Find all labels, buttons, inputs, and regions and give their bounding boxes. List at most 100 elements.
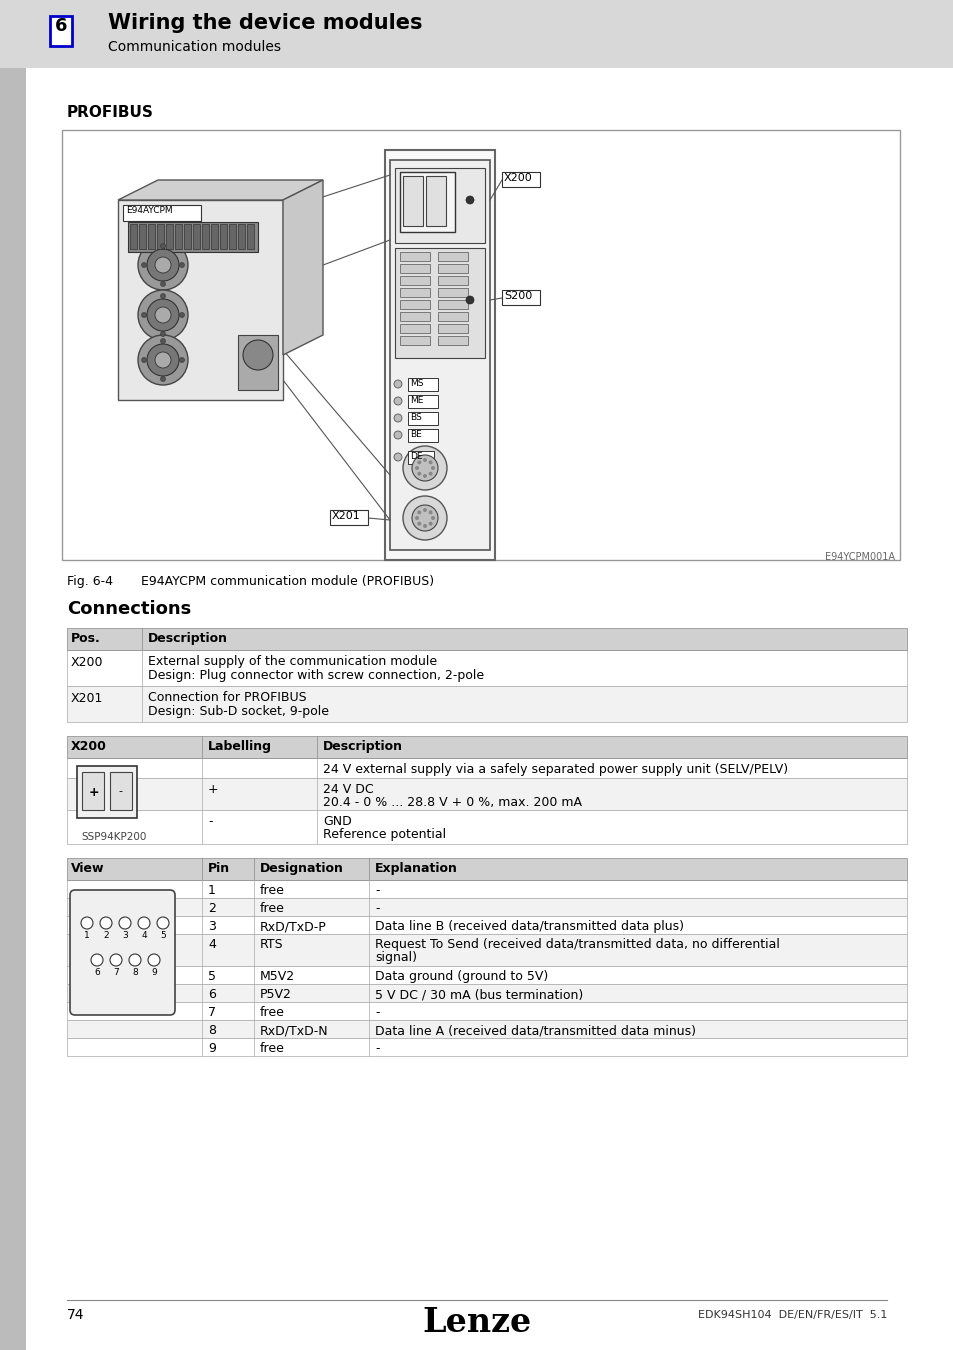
Circle shape: [147, 298, 179, 331]
Text: free: free: [260, 1006, 285, 1019]
Text: PROFIBUS: PROFIBUS: [67, 105, 153, 120]
Text: Data line B (received data/transmitted data plus): Data line B (received data/transmitted d…: [375, 919, 683, 933]
Circle shape: [422, 474, 427, 478]
Bar: [437, 265, 468, 273]
Circle shape: [394, 454, 401, 460]
Text: E94AYCPM: E94AYCPM: [126, 207, 172, 215]
Text: Data line A (received data/transmitted data minus): Data line A (received data/transmitted d…: [375, 1025, 696, 1037]
Text: Fig. 6-4       E94AYCPM communication module (PROFIBUS): Fig. 6-4 E94AYCPM communication module (…: [67, 575, 434, 589]
Circle shape: [412, 455, 437, 481]
Bar: [110, 772, 132, 810]
Circle shape: [394, 431, 401, 439]
Text: 2: 2: [208, 902, 215, 915]
Bar: [157, 224, 164, 248]
Text: Description: Description: [148, 632, 228, 645]
Circle shape: [160, 332, 165, 336]
Text: free: free: [260, 884, 285, 896]
Polygon shape: [283, 180, 323, 355]
Bar: [139, 224, 146, 248]
Circle shape: [91, 954, 103, 967]
Bar: [67, 778, 906, 810]
Text: +: +: [89, 786, 99, 799]
Text: 1: 1: [84, 931, 90, 940]
Bar: [437, 252, 468, 261]
Circle shape: [402, 495, 447, 540]
Bar: [501, 171, 539, 188]
Text: 24 V external supply via a safely separated power supply unit (SELV/PELV): 24 V external supply via a safely separa…: [323, 763, 787, 776]
Text: -: -: [208, 815, 213, 828]
Circle shape: [402, 446, 447, 490]
Text: BS: BS: [410, 413, 421, 423]
Circle shape: [431, 466, 435, 470]
Bar: [67, 810, 906, 844]
Circle shape: [428, 460, 433, 464]
Bar: [437, 336, 468, 346]
Circle shape: [428, 510, 433, 514]
Text: 8: 8: [132, 968, 138, 977]
Text: MS: MS: [410, 379, 423, 387]
Text: 9: 9: [151, 968, 156, 977]
Text: -: -: [375, 884, 379, 896]
Bar: [437, 324, 468, 333]
Circle shape: [154, 256, 171, 273]
Bar: [166, 224, 172, 248]
Bar: [237, 224, 245, 248]
Circle shape: [422, 524, 427, 528]
Bar: [408, 378, 437, 392]
Bar: [229, 224, 235, 248]
Bar: [399, 252, 430, 261]
Text: GND: GND: [323, 815, 352, 828]
Circle shape: [160, 293, 165, 298]
Circle shape: [138, 290, 188, 340]
Bar: [247, 224, 253, 248]
Text: 5: 5: [208, 971, 215, 983]
Text: 24 V DC: 24 V DC: [323, 783, 374, 796]
Bar: [0, 68, 26, 1350]
Bar: [202, 224, 209, 248]
Circle shape: [160, 339, 165, 343]
Bar: [399, 300, 430, 309]
Bar: [408, 412, 437, 425]
Circle shape: [147, 344, 179, 377]
Bar: [128, 221, 257, 252]
Bar: [50, 16, 71, 46]
Text: 3: 3: [122, 931, 128, 940]
Text: Reference potential: Reference potential: [323, 828, 446, 841]
Bar: [220, 224, 227, 248]
Bar: [390, 161, 490, 549]
Text: 5 V DC / 30 mA (bus termination): 5 V DC / 30 mA (bus termination): [375, 988, 582, 1000]
Bar: [67, 649, 906, 686]
Bar: [82, 772, 104, 810]
Text: -: -: [118, 786, 122, 796]
Text: RTS: RTS: [260, 938, 283, 950]
Text: SSP94KP200: SSP94KP200: [82, 832, 147, 842]
Bar: [67, 917, 906, 934]
Text: -: -: [375, 1042, 379, 1054]
Circle shape: [465, 296, 474, 304]
Text: Designation: Designation: [260, 863, 343, 875]
Circle shape: [154, 352, 171, 369]
Circle shape: [141, 262, 147, 267]
Circle shape: [157, 917, 169, 929]
Text: ME: ME: [410, 396, 423, 405]
Text: S200: S200: [503, 292, 532, 301]
Bar: [62, 130, 899, 560]
Bar: [437, 275, 468, 285]
Bar: [399, 171, 455, 232]
Circle shape: [416, 510, 421, 514]
Circle shape: [394, 414, 401, 423]
Text: 74: 74: [67, 1308, 85, 1322]
Text: Lenze: Lenze: [422, 1305, 531, 1339]
Text: M5V2: M5V2: [260, 971, 294, 983]
Bar: [426, 176, 446, 225]
Bar: [67, 686, 906, 722]
Bar: [67, 736, 906, 757]
Text: RxD/TxD-P: RxD/TxD-P: [260, 919, 327, 933]
Bar: [211, 224, 218, 248]
Circle shape: [141, 358, 147, 363]
Bar: [237, 335, 277, 390]
Text: EDK94SH104  DE/EN/FR/ES/IT  5.1: EDK94SH104 DE/EN/FR/ES/IT 5.1: [697, 1310, 886, 1320]
Bar: [408, 429, 437, 441]
Text: 6: 6: [94, 968, 100, 977]
Text: DE: DE: [410, 452, 422, 460]
